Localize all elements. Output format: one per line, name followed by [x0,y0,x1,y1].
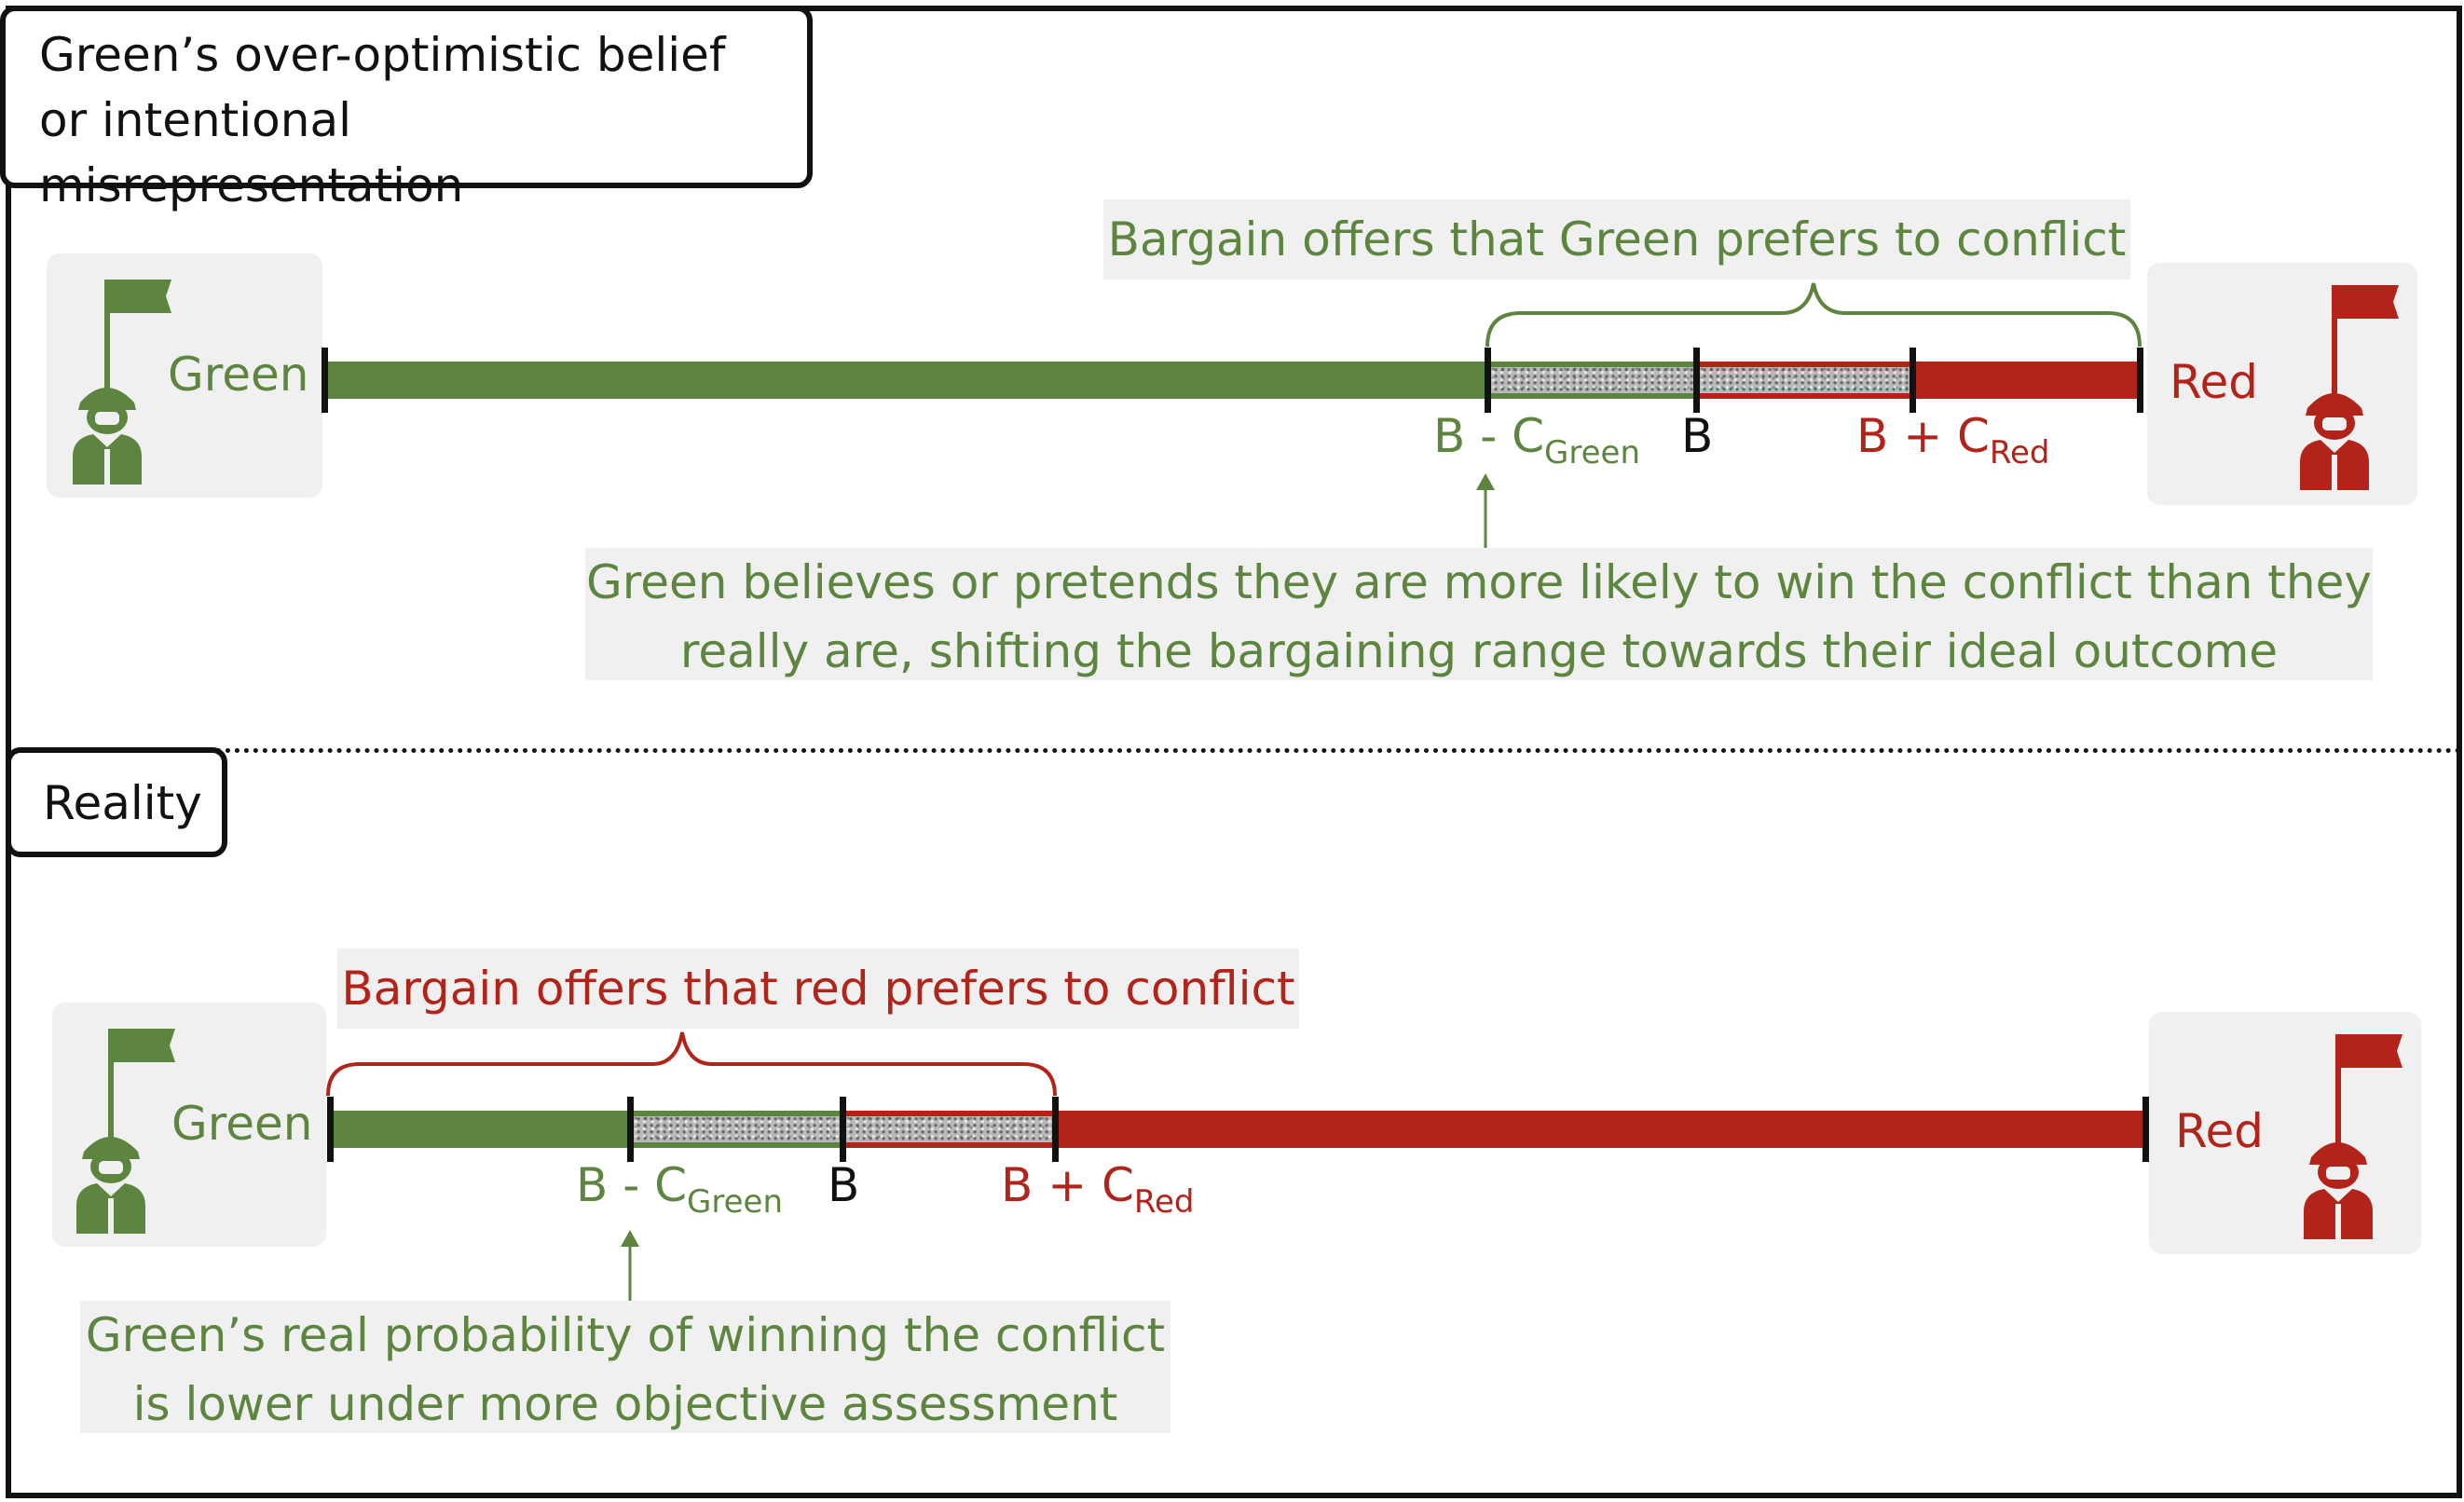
bottom-green-party-panel: Green [52,1003,326,1247]
top-bracket-label: Bargain offers that Green prefers to con… [1107,212,2127,266]
top-title-line-1: Green’s over-optimistic belief [39,28,726,82]
top-marker-b: B [1681,409,1714,463]
bottom-note-line-1: Green’s real probability of winning the … [85,1308,1166,1362]
top-title-line-2: or intentional misrepresentation [39,93,464,212]
top-bar-red-segment [1912,362,2140,399]
green-soldier-with-flag-icon [73,280,171,485]
bottom-red-party-panel: Red [2149,1012,2421,1254]
red-soldier-with-flag-icon [2300,285,2399,490]
top-tick-left-end [322,348,328,413]
bottom-left-party-label: Green [171,1097,313,1151]
top-bar-hatched-green-segment [1487,362,1696,399]
top-left-party-label: Green [168,348,309,402]
bottom-bar-green-segment [330,1111,630,1148]
top-red-party-panel: Red [2147,263,2417,505]
bottom-bracket-label: Bargain offers that red prefers to confl… [341,962,1295,1016]
green-soldier-with-flag-icon [76,1029,175,1234]
bottom-bar-hatched-red-segment [842,1111,1055,1148]
top-marker-b-minus-c-green: B - CGreen [1433,409,1641,471]
bottom-right-party-label: Red [2175,1104,2264,1158]
bottom-tick-b [840,1097,846,1162]
bottom-note-box: Green’s real probability of winning the … [80,1301,1170,1433]
bottom-tick-b-minus [627,1097,634,1162]
top-bar-hatched-red-segment [1696,362,1912,399]
top-note-line-2: really are, shifting the bargaining rang… [679,624,2279,678]
top-tick-b [1693,348,1700,413]
bottom-marker-b-plus-c-red: B + CRed [1001,1158,1195,1221]
bottom-tick-left-end [327,1097,334,1162]
red-soldier-with-flag-icon [2304,1034,2402,1239]
bottom-tick-right-end [2142,1097,2149,1162]
bottom-note-line-2: is lower under more objective assessment [132,1377,1118,1431]
bottom-bracket-label-box: Bargain offers that red prefers to confl… [337,949,1299,1029]
bottom-marker-b: B [828,1158,860,1212]
bottom-title-box: Reality [6,747,227,857]
section-divider [216,748,2462,753]
top-bracket-label-box: Bargain offers that Green prefers to con… [1103,199,2130,280]
top-tick-b-plus [1910,348,1916,413]
top-tick-b-minus [1485,348,1491,413]
bottom-bar-hatched-green-segment [630,1111,842,1148]
top-title-box: Green’s over-optimistic belief or intent… [0,6,813,212]
bottom-marker-b-minus-c-green: B - CGreen [576,1158,784,1221]
top-green-party-panel: Green [47,253,322,498]
top-note-line-1: Green believes or pretends they are more… [586,555,2372,609]
bottom-tick-b-plus [1052,1097,1059,1162]
top-tick-right-end [2137,348,2143,413]
top-marker-b-plus-c-red: B + CRed [1856,409,2050,471]
bottom-title: Reality [43,776,202,830]
top-note-box: Green believes or pretends they are more… [585,548,2373,680]
top-right-party-label: Red [2170,355,2258,409]
top-bar-green-segment [324,362,1487,399]
bottom-bar-red-segment [1055,1111,2145,1148]
